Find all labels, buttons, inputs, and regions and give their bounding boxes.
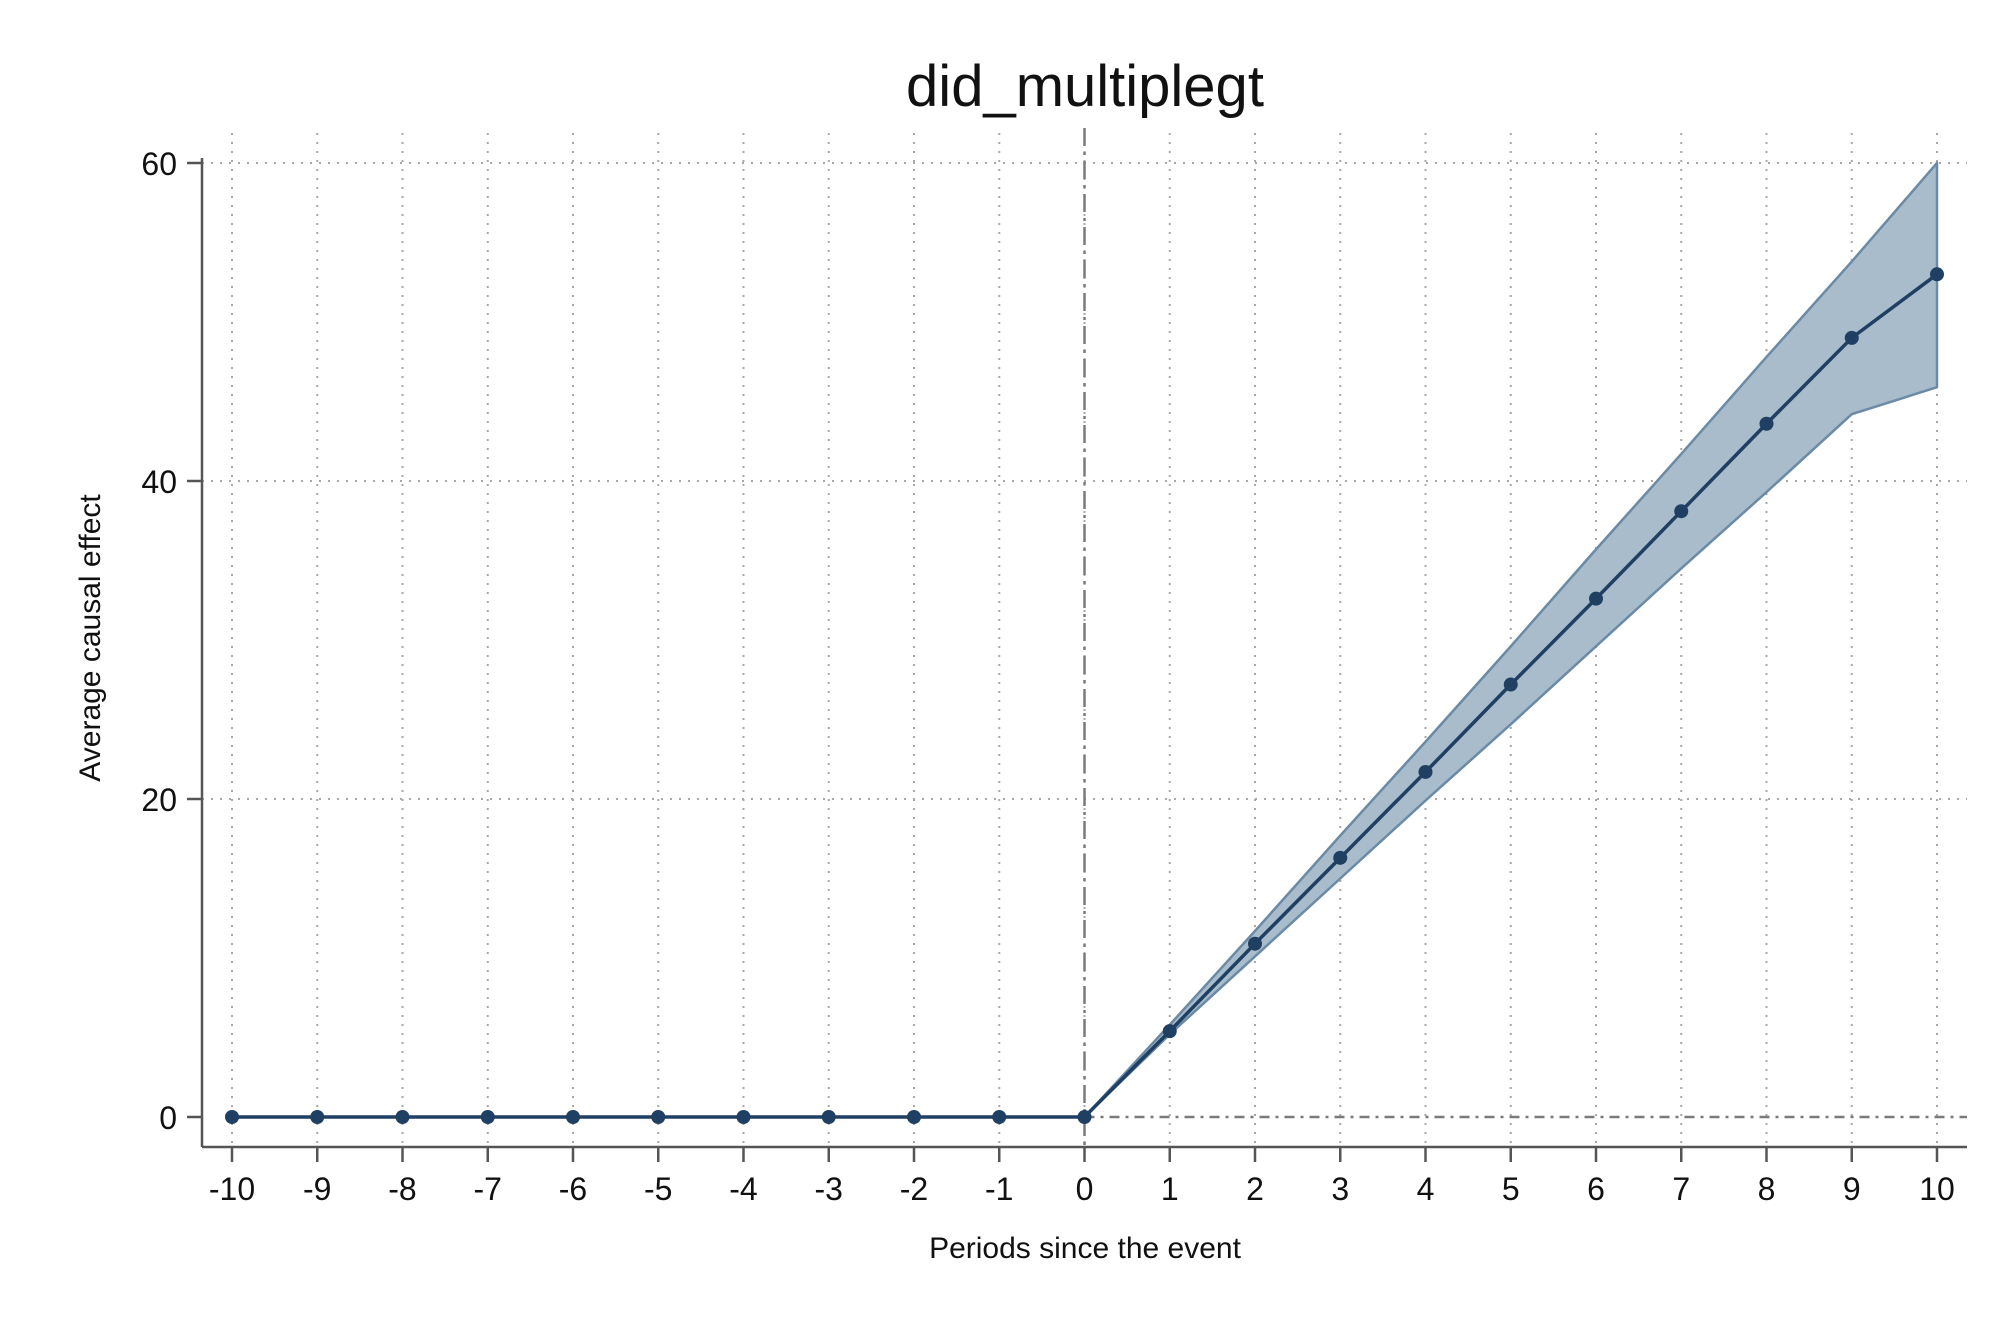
x-tick-label: -10 <box>209 1171 255 1207</box>
x-tick-label: 7 <box>1672 1171 1690 1207</box>
data-point <box>1589 591 1603 606</box>
x-tick-label: -6 <box>559 1171 587 1207</box>
data-point <box>1759 416 1774 431</box>
data-point <box>1162 1024 1177 1039</box>
y-axis-label: Average causal effect <box>74 494 107 782</box>
data-point <box>1844 330 1859 345</box>
y-tick-label: 20 <box>141 782 177 818</box>
data-point <box>1930 267 1944 282</box>
data-point <box>992 1110 1007 1124</box>
x-tick-label: -8 <box>388 1171 416 1207</box>
data-point <box>395 1110 410 1124</box>
x-tick-label: -1 <box>985 1171 1013 1207</box>
data-point <box>821 1110 836 1124</box>
x-axis-label: Periods since the event <box>929 1232 1242 1265</box>
x-tick-label: 0 <box>1076 1171 1094 1207</box>
chart-title: did_multiplegt <box>906 54 1264 119</box>
x-tick-label: 5 <box>1502 1171 1520 1207</box>
x-tick-label: 4 <box>1417 1171 1435 1207</box>
x-tick-label: -3 <box>815 1171 843 1207</box>
y-tick-label: 40 <box>141 464 177 500</box>
y-tick-label: 0 <box>159 1100 177 1136</box>
data-point <box>1418 764 1433 779</box>
x-tick-label: -9 <box>303 1171 331 1207</box>
x-tick-label: -2 <box>900 1171 928 1207</box>
data-point <box>651 1110 666 1124</box>
data-point <box>1503 677 1518 692</box>
data-point <box>225 1110 239 1124</box>
x-tick-label: -5 <box>644 1171 672 1207</box>
y-tick-label: 60 <box>141 146 177 182</box>
x-tick-label: 1 <box>1161 1171 1179 1207</box>
data-point <box>310 1110 325 1124</box>
data-point <box>480 1110 495 1124</box>
x-tick-label: 10 <box>1919 1171 1955 1207</box>
x-tick-label: -7 <box>474 1171 502 1207</box>
data-point <box>1248 936 1262 951</box>
data-point <box>736 1110 751 1124</box>
x-tick-label: 6 <box>1587 1171 1605 1207</box>
data-point <box>907 1110 921 1124</box>
data-point <box>1333 850 1348 865</box>
data-point <box>1674 504 1689 519</box>
x-tick-label: -4 <box>729 1171 757 1207</box>
data-point <box>566 1110 580 1124</box>
x-tick-label: 8 <box>1758 1171 1776 1207</box>
x-tick-label: 2 <box>1246 1171 1264 1207</box>
data-point <box>1077 1110 1092 1124</box>
x-tick-label: 3 <box>1331 1171 1349 1207</box>
x-tick-label: 9 <box>1843 1171 1861 1207</box>
